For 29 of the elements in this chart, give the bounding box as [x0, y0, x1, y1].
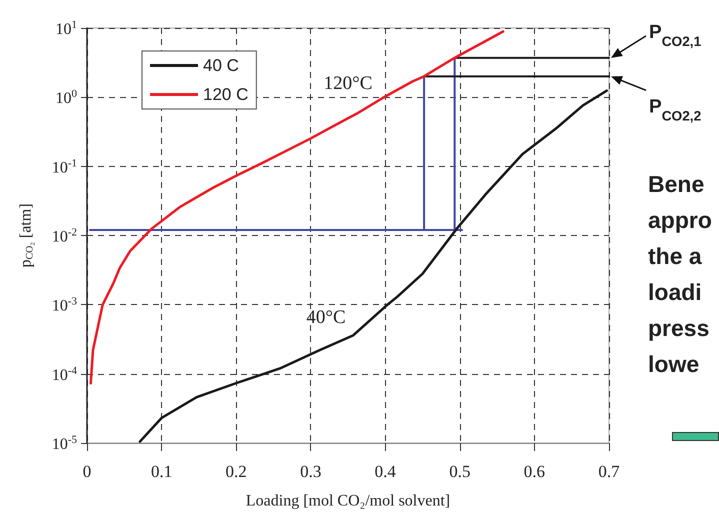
- text: loadi: [648, 279, 702, 305]
- x-tick-label: 0.1: [150, 462, 172, 481]
- y-tick-label: 10$^{1}$: [56, 19, 77, 38]
- y-tick-label: 10$^{-5}$: [52, 434, 78, 453]
- x-tick-label: 0.7: [598, 462, 620, 481]
- y-axis-title: pCO₂ [atm]: [18, 203, 36, 268]
- legend-label: 40 C: [203, 56, 239, 75]
- annotation: P$_{CO2,2}$: [649, 96, 702, 123]
- x-tick-label: 0.4: [374, 462, 396, 481]
- legend-label: 120 C: [203, 85, 248, 104]
- y-tick-label: 10$^{-3}$: [52, 296, 78, 315]
- x-tick-label: 0.5: [449, 462, 470, 481]
- y-tick-label: 10$^{-4}$: [52, 364, 78, 384]
- y-tick-label: 10$^{-1}$: [52, 157, 77, 176]
- x-tick-label: 0.3: [300, 462, 322, 481]
- x-axis-title: Loading [mol CO₂/mol solvent]: [246, 492, 450, 510]
- text: appro: [648, 207, 712, 233]
- text: Bene: [648, 171, 704, 197]
- x-tick-label: 0: [82, 462, 92, 481]
- text: press: [648, 315, 710, 341]
- text: lowe: [648, 351, 700, 377]
- annotation: 120°C: [324, 73, 372, 94]
- annotation: 40°C: [306, 307, 346, 328]
- x-tick-label: 0.2: [226, 462, 247, 481]
- text: the a: [648, 243, 702, 269]
- x-tick-label: 0.6: [524, 462, 546, 481]
- y-tick-label: 10$^{0}$: [56, 88, 78, 108]
- annotation: P$_{CO2,1}$: [649, 22, 702, 48]
- y-tick-label: 10$^{-2}$: [52, 226, 77, 246]
